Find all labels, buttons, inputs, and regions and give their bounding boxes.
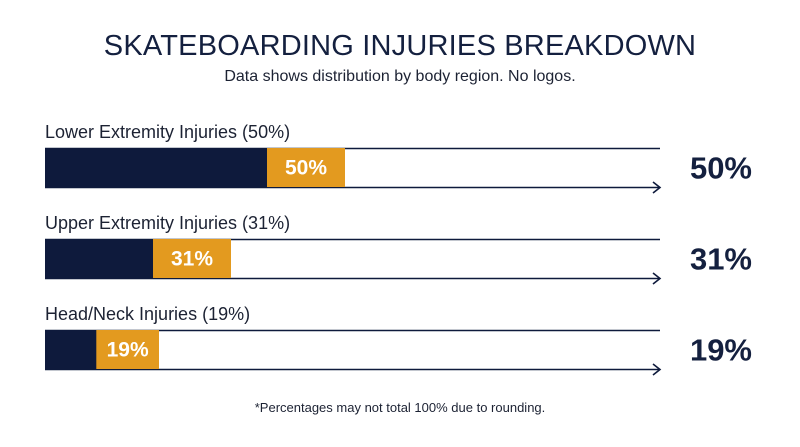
category-label: Lower Extremity Injuries (50%)	[45, 122, 290, 142]
chart-subtitle: Data shows distribution by body region. …	[224, 68, 576, 85]
bar-value-box	[96, 330, 159, 369]
bar-value-label: 50%	[285, 157, 327, 180]
category-label: Upper Extremity Injuries (31%)	[45, 213, 290, 233]
footnote: *Percentages may not total 100% due to r…	[254, 400, 546, 415]
bar-value-box	[267, 148, 345, 187]
value-callout: 19%	[690, 333, 752, 368]
bar-value-label: 19%	[107, 339, 149, 362]
bar-value-label: 31%	[171, 248, 213, 271]
chart-title: SKATEBOARDING INJURIES BREAKDOWN	[103, 30, 697, 62]
arrow-head	[652, 272, 662, 285]
value-callout: 50%	[690, 151, 752, 186]
bar-value-box	[153, 239, 231, 278]
arrow-head	[652, 363, 662, 376]
arrow-head	[652, 181, 662, 194]
value-callout: 31%	[690, 242, 752, 277]
category-label: Head/Neck Injuries (19%)	[45, 304, 250, 324]
